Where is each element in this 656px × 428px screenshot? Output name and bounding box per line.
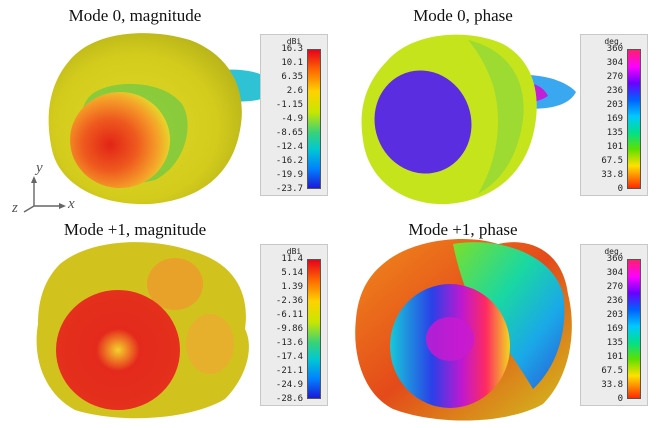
colorbar-unit: deg.: [604, 37, 624, 46]
colorbar-tick: -16.2: [275, 156, 303, 166]
colorbar-unit: dBi: [286, 247, 302, 256]
colorbar-tick: -4.9: [281, 114, 303, 124]
colorbar-tick: 0: [617, 394, 623, 404]
colorbar-tick: -8.65: [275, 128, 303, 138]
panel-title: Mode 0, phase: [413, 6, 513, 25]
colorbar-tick: 169: [606, 324, 623, 334]
panel-mode0-phase: Mode 0, phase deg. 360 304 270 236 203 1…: [328, 0, 656, 214]
colorbar-tick: -9.86: [275, 324, 303, 334]
colorbar-tick: 33.8: [601, 170, 623, 180]
colorbar-gradient: [627, 49, 641, 189]
colorbar-tick: 0: [617, 184, 623, 194]
panel-title: Mode +1, magnitude: [63, 220, 207, 239]
colorbar-tick: 2.6: [286, 86, 303, 96]
colorbar-tick: 236: [606, 86, 623, 96]
colorbar-tick: 203: [606, 310, 623, 320]
colorbar-tick: 67.5: [601, 366, 623, 376]
colorbar-tick: -6.11: [275, 310, 303, 320]
colorbar-tick: 304: [606, 58, 623, 68]
colorbar-phase: deg. 360 304 270 236 203 169 135 101 67.…: [580, 244, 648, 406]
axis-label-y: y: [36, 160, 43, 176]
colorbar-tick: 135: [606, 338, 623, 348]
colorbar-tick: 360: [606, 44, 623, 54]
colorbar-tick: 236: [606, 296, 623, 306]
axes-arrows-icon: [23, 176, 66, 213]
colorbar-tick: 203: [606, 100, 623, 110]
colorbar-tick: -13.6: [275, 338, 303, 348]
colorbar-tick: 6.35: [281, 72, 303, 82]
panel-mode1-phase: Mode +1, phase deg. 360 304 270 236 203 …: [328, 214, 656, 428]
colorbar-magnitude: dBi 11.4 5.14 1.39 -2.36 -6.11 -9.86 -13…: [260, 244, 328, 406]
colorbar-unit: deg.: [604, 247, 624, 256]
radiation-pattern-mode1-magnitude: [36, 242, 249, 419]
colorbar-tick: -19.9: [275, 170, 303, 180]
colorbar-gradient: [307, 49, 321, 189]
axis-label-x: x: [68, 196, 75, 212]
colorbar-tick: 5.14: [281, 268, 303, 278]
colorbar-tick: -12.4: [275, 142, 303, 152]
panel-title: Mode +1, phase: [408, 220, 518, 239]
panel-mode1-magnitude: Mode +1, magnitude dBi 11.4 5.14 1.39 -2…: [0, 214, 328, 428]
colorbar-tick: 11.4: [281, 254, 303, 264]
radiation-pattern-mode0-magnitude: [48, 33, 275, 205]
side-lobe: [453, 242, 565, 389]
axis-label-z: z: [12, 200, 18, 216]
colorbar-tick: 270: [606, 72, 623, 82]
colorbar-tick: -24.9: [275, 380, 303, 390]
colorbar-tick: 16.3: [281, 44, 303, 54]
main-lobe: [70, 92, 170, 188]
colorbar-tick: 67.5: [601, 156, 623, 166]
colorbar-tick: 101: [606, 142, 623, 152]
main-lobe: [56, 290, 180, 410]
colorbar-magnitude: dBi 16.3 10.1 6.35 2.6 -1.15 -4.9 -8.65 …: [260, 34, 328, 196]
colorbar-tick: 33.8: [601, 380, 623, 390]
colorbar-tick: 304: [606, 268, 623, 278]
side-lobe: [186, 314, 234, 374]
panel-mode0-magnitude: Mode 0, magnitude dBi 16.3 10.1 6.35 2.6…: [0, 0, 328, 214]
colorbar-tick: -21.1: [275, 366, 303, 376]
colorbar-tick: -28.6: [275, 394, 303, 404]
colorbar-unit: dBi: [286, 37, 302, 46]
colorbar-phase: deg. 360 304 270 236 203 169 135 101 67.…: [580, 34, 648, 196]
colorbar-tick: 101: [606, 352, 623, 362]
lobe-core: [426, 317, 474, 361]
colorbar-tick: 135: [606, 128, 623, 138]
radiation-pattern-mode0-phase: [361, 34, 576, 205]
colorbar-gradient: [627, 259, 641, 399]
colorbar-tick: -2.36: [275, 296, 303, 306]
colorbar-gradient: [307, 259, 321, 399]
colorbar-tick: -1.15: [275, 100, 303, 110]
colorbar-tick: -17.4: [275, 352, 303, 362]
colorbar-tick: 1.39: [281, 282, 303, 292]
axes-indicator: y x z: [10, 160, 90, 220]
ring-highlight: [468, 40, 524, 194]
colorbar-tick: 360: [606, 254, 623, 264]
colorbar-tick: 169: [606, 114, 623, 124]
colorbar-tick: -23.7: [275, 184, 303, 194]
colorbar-tick: 10.1: [281, 58, 303, 68]
side-lobe: [147, 258, 203, 310]
colorbar-tick: 270: [606, 282, 623, 292]
panel-title: Mode 0, magnitude: [68, 6, 202, 25]
radiation-pattern-mode1-phase: [355, 238, 572, 421]
main-lobe: [374, 70, 472, 174]
